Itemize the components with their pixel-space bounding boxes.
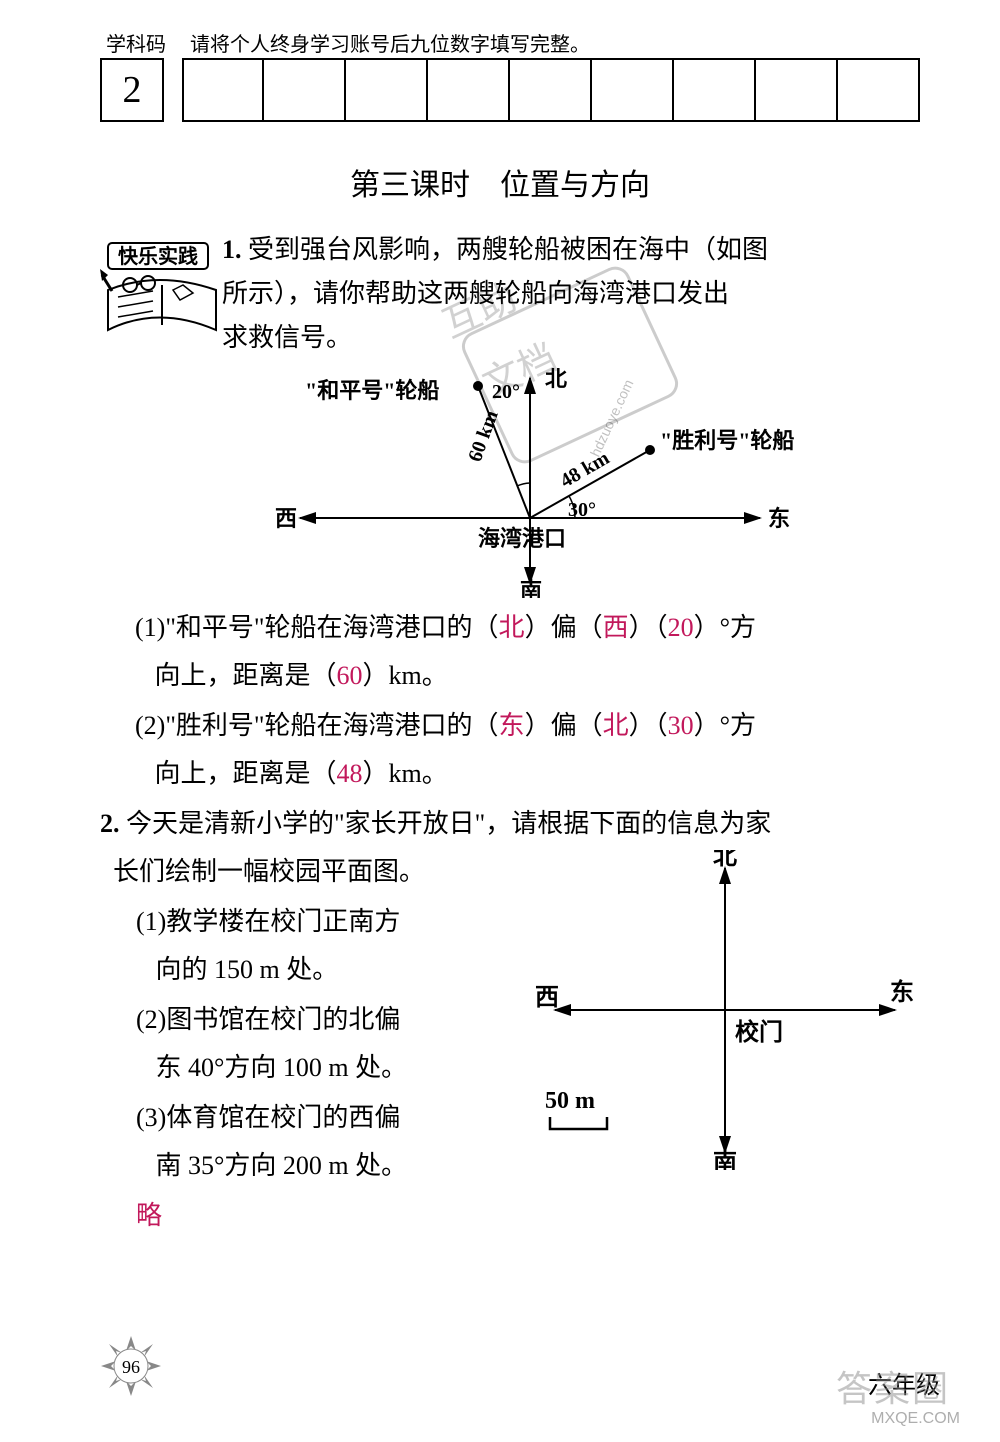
svg-text:48 km: 48 km: [557, 447, 614, 493]
subject-code-label: 学科码: [106, 28, 166, 57]
page-badge: 96: [96, 1331, 166, 1406]
svg-text:20°: 20°: [492, 381, 520, 403]
svg-text:东: 东: [890, 978, 914, 1006]
svg-text:"胜利号"轮船: "胜利号"轮船: [660, 428, 794, 453]
code-box-first: 2: [100, 58, 164, 122]
q1-text: 1. 受到强台风影响，两艘轮船被困在海中（如图 所示），请你帮助这两艘轮船向海湾…: [222, 228, 902, 360]
q1-sub2: (2)"胜利号"轮船在海湾港口的（东）偏（北）（30）°方 向上，距离是（48）…: [135, 702, 905, 798]
code-box[interactable]: [182, 58, 264, 122]
q1-line1: 受到强台风影响，两艘轮船被困在海中（如图: [248, 235, 768, 264]
q1-line2: 所示），请你帮助这两艘轮船向海湾港口发出: [222, 279, 729, 308]
svg-text:海湾港口: 海湾港口: [478, 526, 566, 551]
code-box[interactable]: [510, 58, 592, 122]
scale-bar: 50 m: [545, 1088, 615, 1140]
code-box[interactable]: [838, 58, 920, 122]
svg-text:南: 南: [520, 578, 542, 598]
svg-text:北: 北: [713, 850, 737, 870]
svg-text:南: 南: [713, 1149, 737, 1170]
q1-line3: 求救信号。: [222, 323, 352, 352]
svg-text:校门: 校门: [735, 1018, 783, 1046]
q2-s1: (1)教学楼在校门正南方 向的 150 m 处。: [136, 898, 556, 994]
svg-text:北: 北: [545, 368, 567, 391]
book-badge-text: 快乐实践: [118, 244, 198, 268]
svg-text:"和平号"轮船: "和平号"轮船: [305, 378, 439, 403]
code-box[interactable]: [346, 58, 428, 122]
header-instruction: 请将个人终身学习账号后九位数字填写完整。: [190, 28, 590, 57]
svg-text:西: 西: [535, 985, 559, 1011]
code-box[interactable]: [674, 58, 756, 122]
q2-answer: 略: [136, 1192, 946, 1240]
q2-s3: (3)体育馆在校门的西偏 南 35°方向 200 m 处。: [136, 1094, 556, 1190]
code-box-group: 2: [100, 58, 920, 122]
code-box[interactable]: [592, 58, 674, 122]
svg-text:96: 96: [122, 1357, 140, 1377]
diagram-q1: 北 南 东 西 海湾港口 "和平号"轮船 "胜利号"轮船 20° 30° 60 …: [220, 368, 840, 598]
code-box[interactable]: [756, 58, 838, 122]
code-box[interactable]: [264, 58, 346, 122]
svg-text:东: 东: [768, 506, 790, 531]
code-box[interactable]: [428, 58, 510, 122]
lesson-title: 第三课时 位置与方向: [0, 160, 1000, 204]
book-icon: 快乐实践: [98, 235, 228, 350]
watermark-site: MXQE.COM: [871, 1410, 960, 1428]
q1-sub1: (1)"和平号"轮船在海湾港口的（北）偏（西）（20）°方 向上，距离是（60）…: [135, 604, 905, 700]
q2-s2: (2)图书馆在校门的北偏 东 40°方向 100 m 处。: [136, 996, 556, 1092]
svg-text:西: 西: [275, 506, 297, 531]
q1-number: 1.: [222, 235, 242, 264]
svg-text:30°: 30°: [568, 499, 596, 521]
watermark-brand: 答案圈: [836, 1360, 950, 1412]
q2-number: 2.: [100, 809, 120, 838]
